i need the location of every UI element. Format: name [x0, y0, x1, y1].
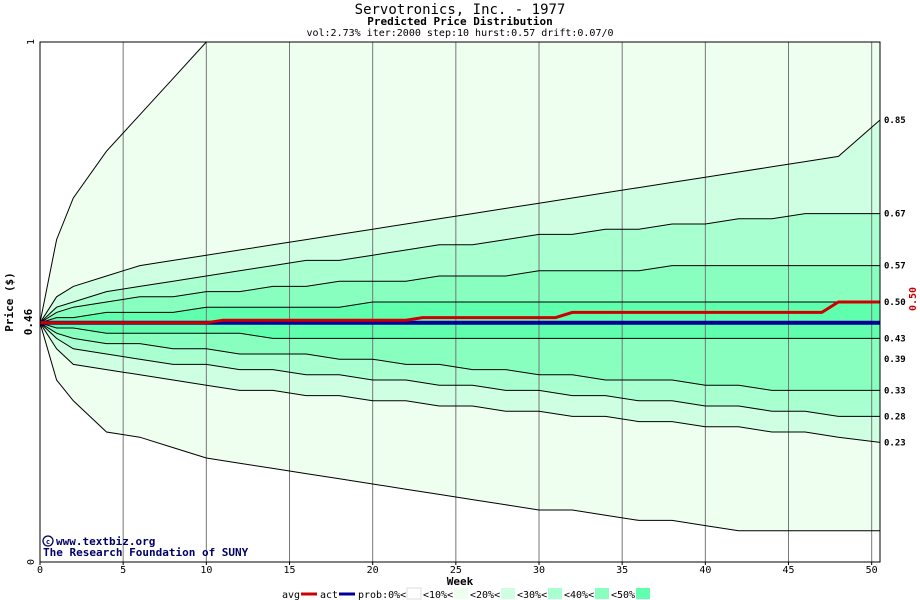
band-boundary-upper-3	[40, 213, 880, 324]
band-boundary-upper-5	[40, 301, 880, 324]
band-value-label: 0.67	[884, 210, 906, 220]
band-boundary-lower-1	[40, 322, 880, 532]
x-tick-label: 25	[450, 565, 462, 576]
y-tick-label: 1	[26, 39, 37, 45]
legend-label: act	[320, 590, 338, 600]
band-value-label: 0.39	[884, 355, 906, 365]
copyright-icon-glyph: c	[46, 538, 50, 546]
x-tick-label: 35	[616, 565, 628, 576]
plot-area: 0 5 10 15 20 25 30 35 40 45 50100.850.670.570.500.…	[26, 39, 906, 576]
band-value-label: 0.28	[884, 412, 906, 422]
band-boundary-lower-3	[40, 322, 880, 417]
y-axis-label: Price ($)	[3, 272, 16, 332]
x-tick-label: 50	[866, 565, 878, 576]
chart-title: Servotronics, Inc. - 1977	[355, 2, 566, 18]
legend-label: <10%<	[423, 590, 453, 600]
band-boundary-lower-4	[40, 322, 880, 391]
legend-swatch-box	[501, 588, 515, 599]
band-value-label: 0.43	[884, 334, 906, 344]
x-tick-label: 20	[367, 565, 379, 576]
legend-label: <30%<	[517, 590, 547, 600]
legend-label: <40%<	[564, 590, 594, 600]
band-boundary-lower-2	[40, 322, 880, 443]
band-boundary-lower-5	[40, 322, 880, 339]
legend-swatch-box	[595, 588, 609, 599]
legend-label: <50%	[611, 590, 635, 600]
band-boundaries	[40, 42, 880, 532]
band-value-label: 0.23	[884, 438, 906, 448]
legend-swatch-box	[454, 588, 468, 599]
band-boundary-upper-4	[40, 265, 880, 324]
x-tick-label: 45	[782, 565, 794, 576]
chart-subtitle: Predicted Price Distribution	[367, 15, 552, 28]
x-tick-label: 5	[120, 565, 126, 576]
band-value-label: 0.33	[884, 386, 906, 396]
x-axis-label: Week	[447, 575, 474, 588]
chart-params: vol:2.73% iter:2000 step:10 hurst:0.57 d…	[306, 28, 613, 39]
legend-label: avg	[282, 590, 300, 600]
x-tick-label: 30	[533, 565, 545, 576]
average-price-line	[40, 300, 880, 325]
legend-label: <20%<	[470, 590, 500, 600]
y-tick-label: 0	[26, 559, 37, 565]
x-tick-label: 0	[37, 565, 43, 576]
start-price-label: 0.46	[22, 308, 35, 335]
legend-swatch-box	[548, 588, 562, 599]
band-boundary-upper-1	[40, 42, 208, 323]
legend-swatch-box	[406, 587, 422, 600]
legend: avg act prob:0%< <10%< <20%< <30%< <40%< <50%	[282, 587, 650, 600]
avg-final-label: 0.50	[908, 287, 919, 311]
credit: c www.textbiz.org The Research Foundatio…	[42, 535, 249, 559]
credit-website: www.textbiz.org	[56, 535, 155, 548]
credit-organization: The Research Foundation of SUNY	[43, 546, 249, 559]
legend-label: prob:0%<	[358, 590, 406, 600]
x-tick-label: 40	[699, 565, 711, 576]
plot-frame	[39, 41, 881, 563]
band-value-label: 0.85	[884, 116, 906, 126]
x-tick-label: 10	[200, 565, 212, 576]
band-value-label: 0.57	[884, 262, 906, 272]
legend-swatch-box	[636, 588, 650, 599]
band-value-label: 0.50	[884, 298, 906, 308]
band-boundary-upper-2	[40, 119, 880, 324]
x-tick-label: 15	[283, 565, 295, 576]
copyright-icon	[42, 535, 54, 547]
